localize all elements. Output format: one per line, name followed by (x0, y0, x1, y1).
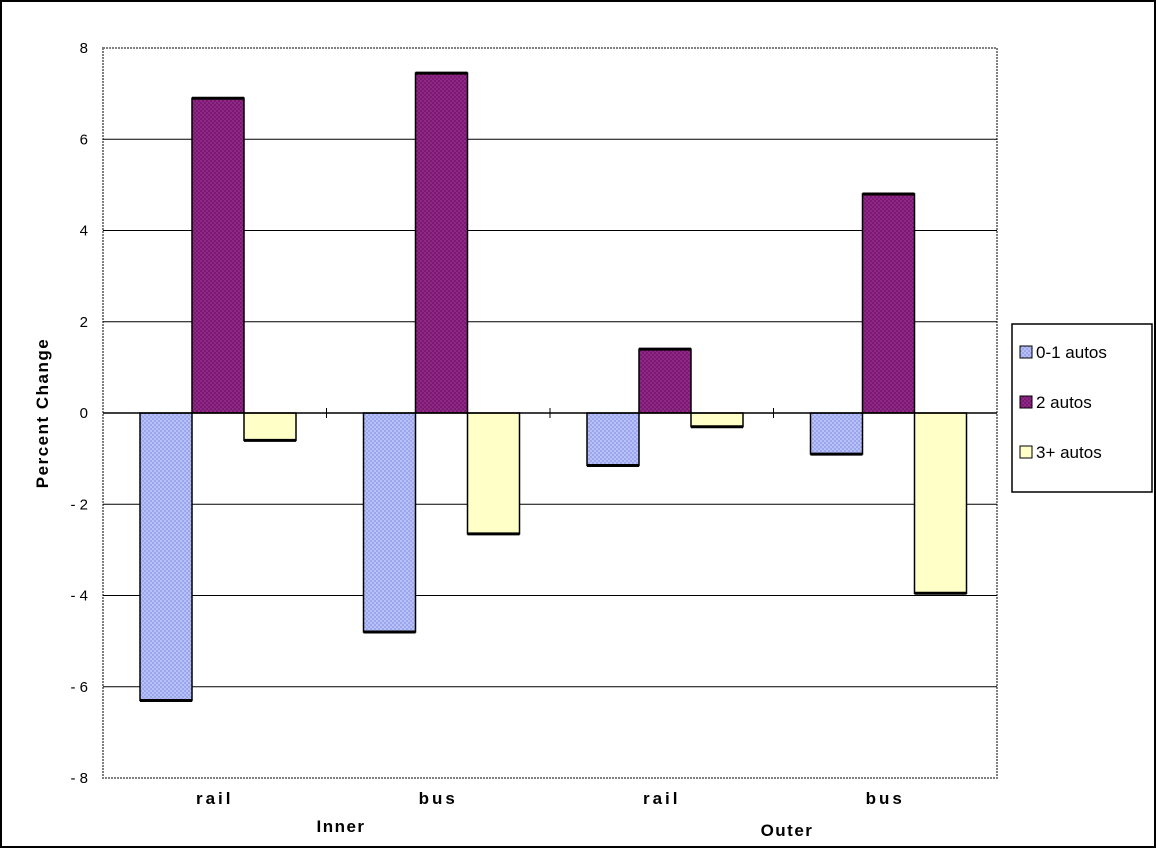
x-category-label: rail (196, 789, 234, 808)
legend-label: 3+ autos (1036, 443, 1102, 462)
legend-box (1011, 323, 1153, 493)
bar (414, 72, 469, 414)
y-axis-title: Percent Change (33, 338, 52, 488)
bar (809, 412, 864, 455)
y-tick-label: - 2 (70, 496, 88, 513)
y-tick-label: 4 (80, 223, 88, 240)
bar (913, 412, 968, 594)
y-tick-label: - 6 (70, 679, 88, 696)
bar (191, 97, 245, 414)
y-tick-label: 8 (80, 40, 88, 57)
axes (103, 408, 997, 418)
x-category-label: rail (643, 789, 681, 808)
y-tick-label: - 8 (70, 770, 88, 787)
x-group-labels: Inner Outer (316, 817, 814, 840)
bar (586, 412, 640, 467)
y-tick-label: 2 (80, 314, 88, 331)
x-category-labels: rail bus rail bus (196, 789, 905, 808)
bars (139, 71, 968, 702)
bar (638, 348, 692, 414)
x-category-label: bus (419, 789, 458, 808)
legend-swatch (1019, 395, 1033, 409)
x-group-label: Inner (316, 817, 365, 836)
bar (362, 412, 417, 633)
y-tick-label: 0 (80, 405, 88, 422)
legend-swatch (1019, 445, 1033, 459)
x-group-label: Outer (761, 821, 814, 840)
y-tick-label: 6 (80, 131, 88, 148)
bar (243, 412, 297, 442)
legend-label: 2 autos (1036, 393, 1092, 412)
y-tick-labels: 8 6 4 2 0 - 2 - 4 - 6 - 8 (70, 40, 88, 787)
legend: 0-1 autos 2 autos 3+ autos (1011, 323, 1153, 493)
x-category-label: bus (866, 789, 905, 808)
legend-swatch (1019, 345, 1033, 359)
bar (861, 193, 916, 414)
legend-label: 0-1 autos (1036, 343, 1107, 362)
bar (466, 412, 521, 535)
y-tick-label: - 4 (70, 588, 88, 605)
bar (690, 412, 744, 428)
bar (139, 412, 193, 702)
